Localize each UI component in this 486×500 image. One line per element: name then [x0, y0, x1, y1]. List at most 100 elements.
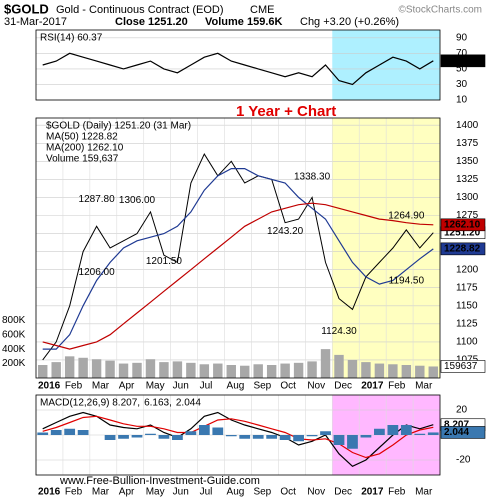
histogram-bar — [387, 425, 399, 435]
histogram-bar — [185, 431, 197, 435]
y-tick-label: 1100 — [456, 337, 478, 348]
x-tick-label: Jun — [173, 487, 189, 498]
volume-bar — [145, 359, 156, 378]
x-tick-label: Feb — [65, 381, 83, 392]
histogram-bar — [104, 435, 116, 440]
histogram-bar — [225, 435, 237, 437]
volume-bar — [226, 365, 236, 378]
x-tick-label: 2017 — [361, 381, 384, 392]
histogram-bar — [279, 435, 291, 440]
x-tick-label: Jun — [173, 381, 189, 392]
price-annotation: 1338.30 — [294, 171, 331, 182]
y-tick-label: 1200 — [456, 264, 479, 275]
highlight — [332, 30, 440, 100]
x-tick-label: Mar — [92, 381, 110, 392]
series-line — [42, 153, 434, 361]
x-tick-label: Aug — [227, 487, 245, 498]
y-tick-label: -20 — [456, 455, 471, 466]
x-tick-label: May — [146, 381, 165, 392]
volume-bar — [374, 363, 385, 378]
y-tick-label: 20 — [456, 405, 468, 416]
y-tick-label: 50 — [456, 64, 468, 75]
x-tick-label: Nov — [307, 381, 325, 392]
volume-bar — [388, 364, 398, 378]
legend-entry: MA(200) 1262.10 — [46, 143, 124, 154]
close: Close 1251.20 — [115, 16, 188, 28]
legend-entry: MACD(12,26,9) 8.207, — [40, 398, 140, 409]
x-tick-label: Jul — [200, 381, 213, 392]
x-tick-label: Dec — [334, 487, 352, 498]
volume-bar — [78, 357, 88, 378]
last-label: 1228.82 — [444, 243, 481, 254]
y-tick-label: 1075 — [456, 355, 479, 366]
price-annotation: 1124.30 — [321, 326, 357, 337]
legend-entry: $GOLD (Daily) 1251.20 (31 Mar) — [46, 121, 191, 132]
last-label-box — [440, 54, 486, 68]
histogram-bar — [427, 432, 439, 435]
volume-bar — [38, 365, 48, 378]
x-tick-label: Feb — [65, 487, 83, 498]
x-tick-label: Oct — [280, 381, 296, 392]
last-label: 1262.10 — [444, 219, 481, 230]
histogram-bar — [293, 435, 304, 442]
histogram-bar — [198, 425, 210, 435]
y-tick-label: 90 — [456, 32, 468, 43]
histogram-bar — [333, 435, 345, 445]
x-tick-label: Apr — [119, 381, 135, 392]
histogram-bar — [50, 430, 62, 435]
legend-entry: 2.044 — [176, 398, 201, 409]
histogram-bar — [266, 435, 278, 439]
volume-bar — [361, 362, 371, 378]
y-tick-label: 1275 — [456, 210, 479, 221]
histogram-bar — [306, 435, 318, 437]
last-label: 1251.20 — [444, 227, 481, 238]
histogram-bar — [239, 435, 251, 439]
y-tick-label: 1325 — [456, 174, 479, 185]
last-label: 159637 — [444, 361, 478, 372]
volume-bar — [347, 359, 358, 378]
histogram-bar — [172, 435, 183, 440]
y-tick-label: 1350 — [456, 156, 479, 167]
legend-entry: 6.163, — [144, 398, 172, 409]
panel-title: RSI(14) 60.37 — [40, 33, 103, 44]
volume-bar — [293, 362, 304, 378]
panel-frame — [35, 117, 441, 379]
x-tick-label: Mar — [92, 487, 110, 498]
volume-bar — [307, 361, 317, 378]
footer: www.Free-Bullion-Investment-Guide.com — [59, 475, 260, 487]
x-tick-label: 2017 — [361, 487, 384, 498]
y-tick-label: 30 — [456, 79, 468, 90]
histogram-bar — [145, 433, 156, 435]
x-tick-label: Aug — [227, 381, 245, 392]
volume-bar — [280, 363, 290, 378]
histogram-bar — [158, 435, 170, 439]
volume-bar — [186, 362, 196, 378]
last-label-box — [440, 360, 486, 373]
volume-bar — [91, 359, 102, 378]
x-tick-label: 2016 — [38, 381, 61, 392]
price-annotation: 1264.90 — [388, 210, 425, 221]
volume-tick-label: 200K — [2, 358, 26, 369]
last-label: 2.044 — [444, 427, 469, 438]
y-tick-label: 1400 — [456, 120, 479, 131]
histogram-bar — [347, 435, 358, 449]
series-line — [42, 411, 434, 468]
volume-tick-label: 800K — [2, 315, 26, 326]
histogram-bar — [131, 435, 143, 438]
change: Chg +3.20 (+0.26%) — [300, 16, 399, 28]
x-tick-label: Oct — [280, 487, 296, 498]
symbol: $GOLD — [4, 1, 49, 16]
exchange: CME — [250, 4, 274, 16]
price-annotation: 1306.00 — [119, 195, 156, 206]
x-tick-label: Sep — [253, 381, 271, 392]
volume-bar — [334, 354, 344, 378]
price-annotation: 1201.50 — [146, 256, 183, 267]
price-annotation: 1206.00 — [79, 267, 116, 278]
last-label-box — [440, 426, 486, 439]
x-tick-label: Nov — [307, 487, 325, 498]
volume-bar — [213, 363, 223, 378]
y-tick-label: 1375 — [456, 138, 479, 149]
x-tick-label: Jul — [200, 487, 213, 498]
price-annotation: 1287.80 — [79, 194, 116, 205]
